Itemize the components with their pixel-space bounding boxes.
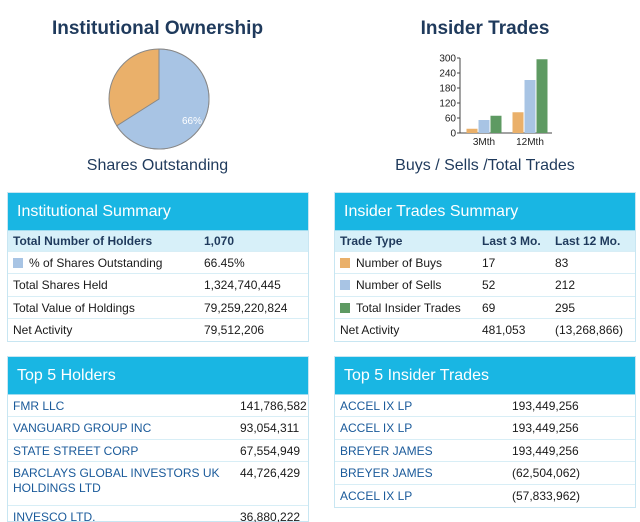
insider-chart-title: Insider Trades (420, 18, 550, 39)
legend-swatch-icon (340, 258, 350, 268)
y-tick-label: 120 (439, 99, 456, 110)
bar (478, 120, 490, 133)
row-label: Net Activity (340, 323, 400, 338)
top-insider-trades-panel: Top 5 Insider Trades ACCEL IX LP 193,449… (334, 356, 636, 508)
insider-link[interactable]: BREYER JAMES (340, 466, 433, 481)
insider-trades-summary-panel: Insider Trades Summary Trade Type Last 3… (334, 192, 636, 342)
holder-shares: 93,054,311 (240, 421, 300, 436)
insider-link[interactable]: ACCEL IX LP (340, 399, 413, 413)
holder-link[interactable]: INVESCO LTD. (13, 510, 96, 522)
bar (512, 112, 524, 133)
table-row: STATE STREET CORP 67,554,949 (8, 440, 308, 463)
table-row: Net Activity 79,512,206 (8, 319, 308, 341)
ownership-subtitle: Shares Outstanding (86, 157, 229, 174)
row-value: 79,512,206 (204, 323, 265, 338)
row-value: 1,324,740,445 (204, 278, 281, 293)
y-tick-label: 300 (439, 54, 456, 65)
row-value-12mo: 212 (555, 278, 576, 293)
row-value-3mo: 52 (482, 278, 496, 293)
col-header-last-12-mo: Last 12 Mo. (555, 234, 621, 248)
table-row: Number of Buys 17 83 (335, 252, 635, 275)
bar (536, 59, 548, 133)
x-tick-label: 3Mth (473, 137, 495, 148)
panel-title: Insider Trades Summary (335, 193, 635, 231)
table-row: BREYER JAMES 193,449,256 (335, 440, 635, 463)
table-row: Number of Sells 52 212 (335, 274, 635, 297)
holder-link[interactable]: VANGUARD GROUP INC (13, 421, 152, 436)
row-value-12mo: 295 (555, 300, 576, 315)
row-label: Number of Buys (356, 256, 443, 270)
table-row: ACCEL IX LP 193,449,256 (335, 395, 635, 418)
holder-shares: 67,554,949 (240, 443, 301, 458)
institutional-summary-panel: Institutional Summary Total Number of Ho… (7, 192, 309, 342)
row-value-3mo: 69 (482, 300, 496, 315)
col-header-trade-type: Trade Type (340, 234, 403, 248)
legend-swatch-icon (340, 302, 350, 313)
insider-bar-chart: 0 60 120 180 240 300 3Mth 12Mth (439, 54, 552, 148)
y-tick-label: 180 (439, 84, 456, 95)
table-row: ACCEL IX LP (57,833,962) (335, 485, 635, 507)
row-value: 66.45% (204, 256, 245, 270)
row-value-3mo: 481,053 (482, 323, 526, 338)
table-row: Total Insider Trades 69 295 (335, 297, 635, 320)
table-row: Net Activity 481,053 (13,268,866) (335, 319, 635, 341)
row-value-12mo: (13,268,866) (555, 323, 624, 338)
ownership-pie-chart: 66% (108, 48, 210, 150)
insider-link[interactable]: BREYER JAMES (340, 443, 433, 458)
col-header-last-3-mo: Last 3 Mo. (482, 234, 541, 248)
table-header-row: Total Number of Holders 1,070 (8, 231, 308, 252)
table-header-row: Trade Type Last 3 Mo. Last 12 Mo. (335, 231, 635, 252)
holder-link[interactable]: STATE STREET CORP (13, 443, 139, 458)
row-label: Total Shares Held (13, 278, 108, 293)
bar (524, 80, 536, 133)
ownership-title: Institutional Ownership (51, 18, 264, 39)
y-tick-label: 240 (439, 69, 456, 80)
row-label: Total Insider Trades (356, 300, 461, 315)
bar (490, 115, 502, 133)
insider-trade-value: 193,449,256 (512, 421, 579, 436)
table-row: VANGUARD GROUP INC 93,054,311 (8, 417, 308, 440)
y-tick-label: 60 (445, 114, 457, 125)
table-row: BARCLAYS GLOBAL INVESTORS UK HOLDINGS LT… (8, 462, 308, 507)
holder-shares: 141,786,582 (240, 399, 307, 413)
row-value-12mo: 83 (555, 256, 569, 270)
bar (466, 128, 478, 133)
insider-trade-value: 193,449,256 (512, 443, 579, 458)
holders-value: 1,070 (204, 234, 235, 248)
holder-shares: 44,726,429 (240, 466, 301, 481)
insider-trade-value: (57,833,962) (512, 488, 581, 503)
row-label: Total Value of Holdings (13, 300, 135, 315)
table-row: Total Shares Held 1,324,740,445 (8, 274, 308, 297)
table-row: BREYER JAMES (62,504,062) (335, 462, 635, 485)
insider-chart-subtitle: Buys / Sells /Total Trades (395, 157, 575, 174)
table-row: Total Value of Holdings 79,259,220,824 (8, 297, 308, 320)
panel-title: Institutional Summary (8, 193, 308, 231)
y-tick-label: 0 (450, 129, 456, 140)
holders-label: Total Number of Holders (13, 234, 153, 248)
table-row: % of Shares Outstanding 66.45% (8, 252, 308, 275)
panel-title: Top 5 Insider Trades (335, 357, 635, 395)
pie-slice-held (116, 48, 210, 150)
table-row: FMR LLC 141,786,582 (8, 395, 308, 418)
holder-link[interactable]: FMR LLC (13, 399, 65, 413)
row-label: % of Shares Outstanding (29, 256, 163, 270)
pie-label: 66% (182, 116, 202, 127)
row-value: 79,259,220,824 (204, 300, 288, 315)
insider-link[interactable]: ACCEL IX LP (340, 488, 413, 503)
row-value-3mo: 17 (482, 256, 496, 270)
legend-swatch-icon (13, 258, 23, 268)
row-label: Net Activity (13, 323, 73, 338)
table-row: ACCEL IX LP 193,449,256 (335, 417, 635, 440)
insider-trade-value: 193,449,256 (512, 399, 579, 413)
panel-title: Top 5 Holders (8, 357, 308, 395)
holder-link[interactable]: BARCLAYS GLOBAL INVESTORS UK HOLDINGS LT… (13, 466, 220, 496)
table-row: INVESCO LTD. 36,880,222 (8, 506, 308, 522)
row-label: Number of Sells (356, 278, 442, 293)
top-holders-panel: Top 5 Holders FMR LLC 141,786,582 VANGUA… (7, 356, 309, 522)
x-tick-label: 12Mth (516, 137, 544, 148)
legend-swatch-icon (340, 280, 350, 291)
insider-link[interactable]: ACCEL IX LP (340, 421, 413, 436)
holder-shares: 36,880,222 (240, 510, 301, 522)
insider-trade-value: (62,504,062) (512, 466, 581, 481)
